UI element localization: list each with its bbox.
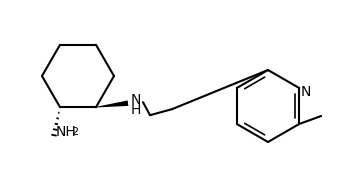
Polygon shape xyxy=(96,100,128,107)
Text: N: N xyxy=(300,85,310,99)
Text: NH: NH xyxy=(56,125,77,139)
Text: 2: 2 xyxy=(71,127,78,137)
Text: H: H xyxy=(131,103,141,117)
Text: N: N xyxy=(131,93,141,107)
